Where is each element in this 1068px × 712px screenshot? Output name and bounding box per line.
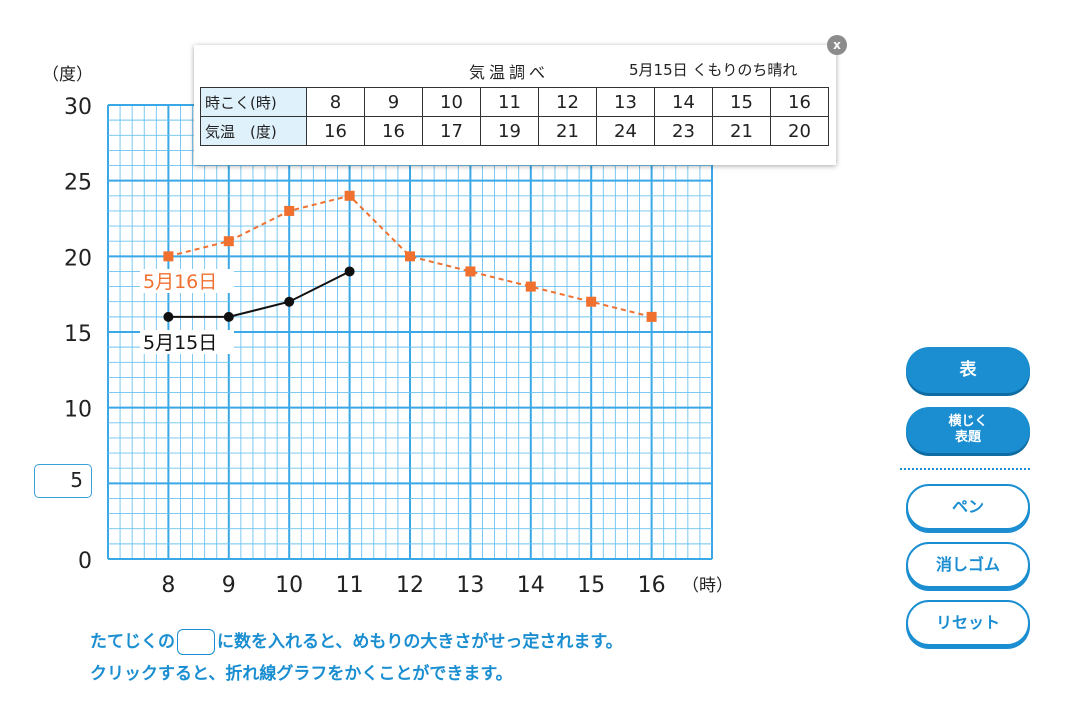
input-box-icon xyxy=(177,629,215,655)
x-tick-label: 12 xyxy=(396,573,424,598)
table-cell: 17 xyxy=(422,116,481,146)
data-point xyxy=(586,296,597,307)
table-cell: 16 xyxy=(364,116,423,146)
table-cell: 10 xyxy=(422,87,481,117)
x-tick-label: 13 xyxy=(456,573,484,598)
y-tick-label: 0 xyxy=(78,549,92,574)
table-row-label-temp: 気温 (度) xyxy=(200,116,307,146)
y-tick-label: 25 xyxy=(64,171,92,196)
table-cell: 21 xyxy=(538,116,597,146)
table-cell: 20 xyxy=(770,116,829,146)
instruction-line-2: クリックすると、折れ線グラフをかくことができます。 xyxy=(90,664,513,684)
table-cell: 9 xyxy=(364,87,423,117)
data-point xyxy=(465,266,476,277)
close-icon[interactable]: x xyxy=(827,35,847,55)
table-button[interactable]: 表 xyxy=(906,347,1030,393)
series-line xyxy=(168,194,652,318)
table-cell: 11 xyxy=(480,87,539,117)
table-cell: 16 xyxy=(770,87,829,117)
button-divider xyxy=(900,468,1030,470)
data-point xyxy=(525,281,536,292)
y-tick-label: 20 xyxy=(64,246,92,271)
x-tick-label: 11 xyxy=(336,573,364,598)
table-cell: 15 xyxy=(712,87,771,117)
series-name-label: 5月16日 xyxy=(143,271,217,293)
table-row-time: 時こく(時) 8 9 10 11 12 13 14 15 16 xyxy=(200,87,829,117)
table-date-weather: 5月15日 くもりのち晴れ xyxy=(629,61,798,79)
y-scale-input[interactable]: 5 xyxy=(34,464,92,498)
x-tick-label: 10 xyxy=(275,573,303,598)
table-cell: 19 xyxy=(480,116,539,146)
instruction-text: たてじくの xyxy=(90,632,175,652)
y-axis-unit-label: （度） xyxy=(42,65,93,85)
data-point xyxy=(223,311,234,322)
table-title: 気温調べ xyxy=(469,63,550,82)
series-line xyxy=(168,270,351,318)
x-tick-label: 8 xyxy=(161,573,175,598)
y-tick-label: 15 xyxy=(64,322,92,347)
series-name-label: 5月15日 xyxy=(143,332,217,354)
table-row-label-time: 時こく(時) xyxy=(200,87,307,117)
table-cell: 24 xyxy=(596,116,655,146)
chart-labels: 0510152025308910111213141516（度）（時）5月16日5… xyxy=(42,65,733,598)
data-table: 時こく(時) 8 9 10 11 12 13 14 15 16 気温 (度) 1… xyxy=(200,87,829,146)
x-tick-label: 14 xyxy=(517,573,545,598)
y-tick-label: 10 xyxy=(64,398,92,423)
table-cell: 16 xyxy=(306,116,365,146)
reset-button[interactable]: リセット xyxy=(906,600,1030,646)
instruction-text: に数を入れると、めもりの大きさがせっ定されます。 xyxy=(217,632,623,652)
x-tick-label: 16 xyxy=(638,573,666,598)
table-cell: 12 xyxy=(538,87,597,117)
table-cell: 13 xyxy=(596,87,655,117)
instruction-line-1: たてじくの に数を入れると、めもりの大きさがせっ定されます。 xyxy=(90,627,623,655)
data-table-popup: 気温調べ 5月15日 くもりのち晴れ 時こく(時) 8 9 10 11 12 1… xyxy=(194,45,836,165)
eraser-button[interactable]: 消しゴム xyxy=(906,542,1030,588)
data-point xyxy=(284,205,295,216)
table-row-temp: 気温 (度) 16 16 17 19 21 24 23 21 20 xyxy=(200,116,829,146)
data-point xyxy=(163,251,174,262)
axis-title-button[interactable]: 横じく 表題 xyxy=(906,407,1030,453)
data-point xyxy=(344,190,355,201)
y-tick-label: 30 xyxy=(64,95,92,120)
x-axis-unit-label: （時） xyxy=(682,576,733,596)
series-label-bg xyxy=(140,330,234,354)
pen-button[interactable]: ペン xyxy=(906,484,1030,530)
x-tick-label: 15 xyxy=(577,573,605,598)
data-point xyxy=(284,296,295,307)
axis-title-label-2: 表題 xyxy=(954,430,981,445)
table-cell: 23 xyxy=(654,116,713,146)
table-cell: 21 xyxy=(712,116,771,146)
chart-series xyxy=(163,190,657,322)
x-tick-label: 9 xyxy=(222,573,236,598)
series-label-bg xyxy=(140,269,234,293)
chart-grid xyxy=(107,104,713,560)
data-point xyxy=(344,266,355,277)
data-point xyxy=(223,236,234,247)
axis-title-label-1: 横じく xyxy=(948,414,988,429)
table-cell: 14 xyxy=(654,87,713,117)
data-point xyxy=(646,311,657,322)
data-point xyxy=(405,251,415,262)
table-cell: 8 xyxy=(306,87,365,117)
data-point xyxy=(163,311,174,322)
